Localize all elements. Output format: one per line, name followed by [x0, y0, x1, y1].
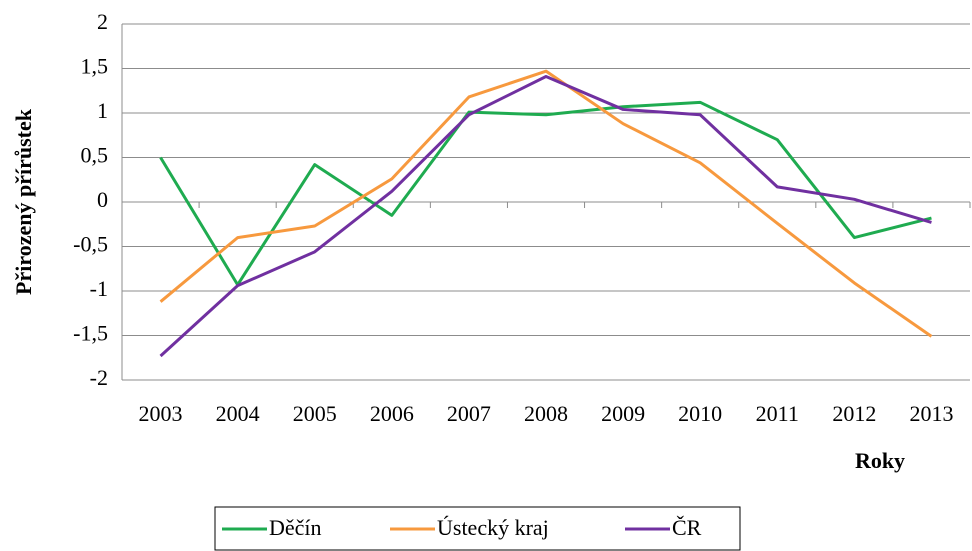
x-tick-label: 2003 — [139, 401, 183, 426]
y-tick-label: -2 — [90, 365, 108, 390]
x-tick-label: 2004 — [216, 401, 260, 426]
x-tick-label: 2012 — [832, 401, 876, 426]
y-tick-label: 0,5 — [81, 143, 109, 168]
data-line — [159, 100, 932, 287]
x-tick-label: 2005 — [293, 401, 337, 426]
x-tick-label: 2007 — [447, 401, 491, 426]
y-tick-label: -0,5 — [73, 232, 108, 257]
x-tick-label: 2008 — [524, 401, 568, 426]
y-tick-label: -1 — [90, 276, 108, 301]
y-tick-label: 1,5 — [81, 54, 109, 79]
data-line — [159, 69, 933, 338]
legend-label: Ústecký kraj — [437, 515, 549, 540]
x-axis-label: Roky — [855, 448, 905, 473]
x-tick-label: 2013 — [909, 401, 953, 426]
y-tick-label: -1,5 — [73, 321, 108, 346]
x-tick-label: 2006 — [370, 401, 414, 426]
y-tick-label: 1 — [97, 98, 108, 123]
y-tick-label: 2 — [97, 9, 108, 34]
legend-label: Děčín — [269, 515, 322, 540]
y-axis-label: Přirozený přírůstek — [11, 108, 36, 295]
legend-box — [214, 506, 741, 551]
x-tick-label: 2010 — [678, 401, 722, 426]
x-tick-label: 2011 — [756, 401, 799, 426]
data-line — [159, 75, 932, 358]
y-tick-label: 0 — [97, 187, 108, 212]
legend-label: ČR — [672, 515, 702, 540]
x-tick-label: 2009 — [601, 401, 645, 426]
